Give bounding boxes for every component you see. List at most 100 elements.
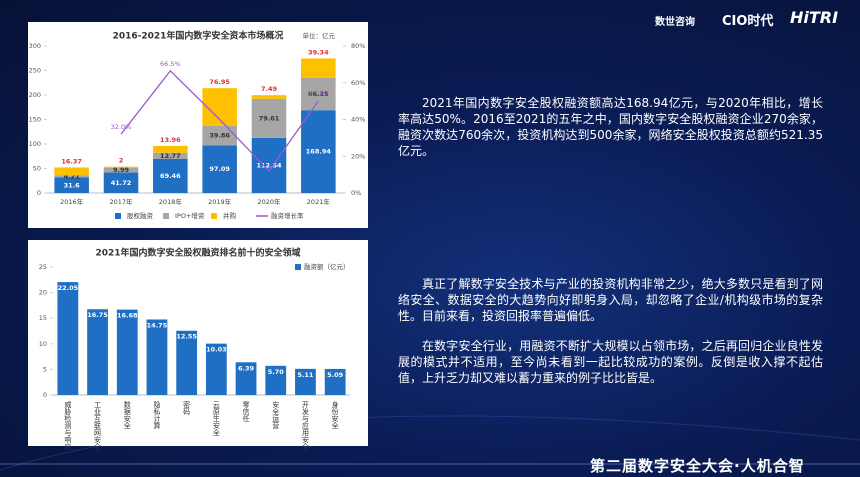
data-label: 10.03 (206, 346, 227, 354)
bar (116, 309, 138, 395)
bar (153, 152, 188, 159)
bar (146, 319, 168, 395)
y-tick-label: 15 (39, 314, 47, 322)
x-tick-label: 2019年 (208, 197, 232, 206)
y2-tick-label: 20% (351, 152, 365, 160)
legend-swatch (115, 213, 121, 219)
data-label: 39.86 (209, 132, 230, 140)
y-tick-label: 20 (39, 289, 47, 297)
bar (103, 167, 139, 173)
bar (87, 309, 108, 395)
bar (251, 98, 287, 138)
x-tick-label: 2018年 (159, 197, 183, 206)
x-tick-label: 安全运营 (272, 400, 280, 430)
line (120, 69, 319, 172)
bar (103, 172, 139, 193)
paragraph: 在数字安全行业，用融资不断扩大规模以占领市场，之后再回归企业良性发展的模式并不适… (398, 339, 823, 385)
bar (301, 110, 336, 193)
footer: 第二届数字安全大会·人机合智 (590, 457, 805, 475)
bar (301, 77, 336, 111)
data-label: 112.54 (256, 161, 282, 169)
x-tick-label: 身份安全 (331, 400, 339, 429)
data-label: 2 (119, 157, 124, 165)
chart-panel (28, 240, 368, 446)
x-tick-label: 数据安全 (123, 400, 131, 429)
chart-title: 2021年国内数字安全股权融资排名前十的安全领域 (95, 247, 300, 259)
data-label: 16.68 (117, 312, 138, 320)
bar (54, 167, 89, 176)
legend-label: 并购 (223, 211, 237, 220)
data-label: 66.5% (160, 60, 181, 68)
data-label: 76.95 (209, 78, 230, 86)
data-label: 50.1% (308, 90, 329, 98)
legend-label: 融资额（亿元） (304, 262, 350, 271)
legend-swatch (163, 213, 169, 219)
y2-tick-label: 40% (351, 116, 365, 124)
x-tick-label: 2021年 (307, 197, 331, 206)
bar (54, 177, 89, 193)
x-tick-label: 零信任 (242, 401, 250, 423)
data-label: 14.75 (147, 321, 168, 329)
x-tick-label: 工业互联网安全 (94, 401, 102, 450)
chart-title: 2016-2021年国内数字安全资本市场概况 (113, 30, 284, 42)
bar (251, 137, 287, 193)
legend-swatch (211, 213, 217, 219)
legend-label: 股权融资 (127, 211, 154, 220)
x-tick-label: 2020年 (257, 197, 281, 206)
x-tick-label: 开发与应用安全 (301, 401, 309, 450)
logo: 数世咨询 (655, 17, 695, 28)
y-tick-label: 10 (39, 340, 47, 348)
data-label: 69.46 (160, 172, 181, 180)
bar (153, 158, 188, 193)
y2-tick-label: 60% (351, 79, 365, 87)
data-label: 6.39 (238, 364, 255, 372)
bar (265, 365, 287, 395)
legend-swatch (295, 264, 301, 270)
data-label: 16.37 (61, 157, 82, 165)
data-label: 79.61 (259, 114, 280, 122)
y-tick-label: 25 (39, 263, 47, 271)
data-label: 32.0% (111, 123, 132, 131)
y-tick-label: 50 (33, 165, 41, 173)
x-tick-label: 隐私计算 (153, 400, 161, 430)
y-tick-label: 150 (29, 116, 41, 124)
x-tick-label: 云原生安全 (212, 401, 220, 436)
data-label: 22.05 (58, 284, 79, 292)
bar (205, 343, 227, 395)
data-label: 5.11 (297, 371, 314, 379)
data-label: 4.21 (64, 172, 81, 180)
y-tick-label: 250 (29, 67, 41, 75)
data-label: 12.77 (160, 152, 181, 160)
paragraph: 真正了解数字安全技术与产业的投资机构非常之少，绝大多数只是看到了网络安全、数据安… (398, 277, 823, 323)
data-label: 41.72 (111, 179, 132, 187)
y-tick-label: 0 (37, 189, 41, 197)
legend-label: IPO+增资 (175, 211, 205, 220)
data-label: 39.34 (308, 48, 329, 56)
y-tick-label: 0 (43, 391, 47, 399)
y-tick-label: 300 (29, 42, 41, 50)
data-label: 168.94 (306, 148, 332, 156)
bar (324, 368, 346, 395)
data-label: 31.6 (64, 181, 81, 189)
bar (235, 362, 257, 395)
x-tick-label: 威胁检测与响应 (64, 400, 72, 451)
bar (103, 166, 139, 168)
chart-subtitle: 单位：亿元 (303, 31, 336, 40)
data-label: 12.55 (176, 333, 197, 341)
x-tick-label: 2016年 (60, 197, 84, 206)
y-tick-label: 5 (43, 365, 47, 373)
data-label: 9.99 (113, 166, 130, 174)
bar (301, 58, 336, 78)
data-label: 97.09 (209, 165, 230, 173)
legend-label: 融资增长率 (271, 211, 304, 220)
y2-tick-label: 0% (351, 189, 361, 197)
logo: HiTRI (790, 8, 839, 27)
data-label: 7.49 (261, 85, 278, 93)
y-tick-label: 200 (29, 91, 41, 99)
x-tick-label: 密码 (183, 400, 191, 416)
bar (176, 330, 198, 395)
y2-tick-label: 80% (351, 42, 365, 50)
data-label: 66.25 (308, 90, 329, 98)
